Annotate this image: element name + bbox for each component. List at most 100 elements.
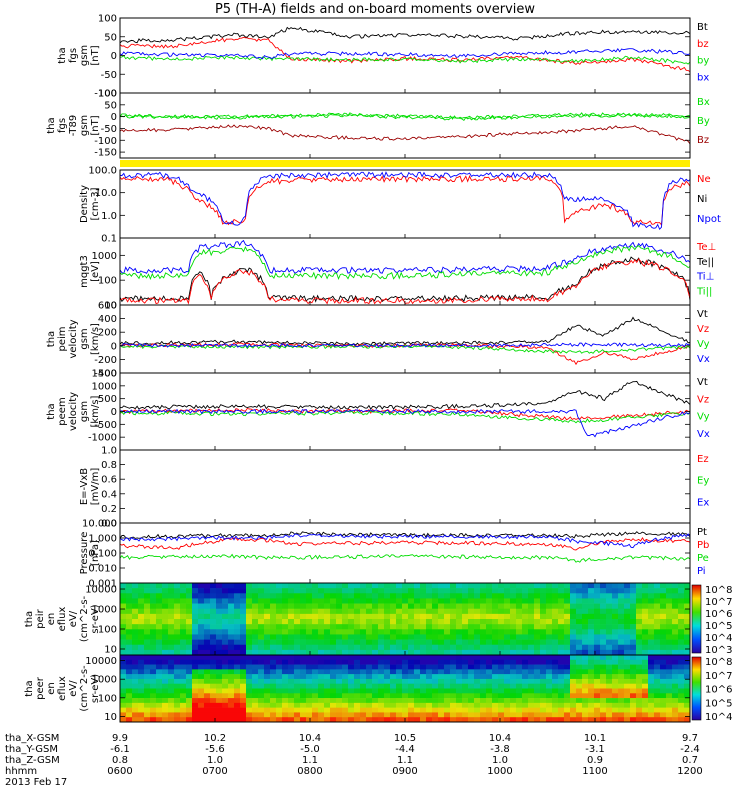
heatmap-cell bbox=[570, 698, 577, 704]
heatmap-cell bbox=[420, 674, 427, 680]
heatmap-cell bbox=[402, 629, 409, 635]
heatmap-cell bbox=[294, 683, 301, 689]
heatmap-cell bbox=[162, 624, 169, 630]
x-tick-label: 1200 bbox=[677, 766, 702, 777]
heatmap-cell bbox=[126, 608, 133, 615]
heatmap-cell bbox=[168, 593, 175, 599]
heatmap-cell bbox=[336, 659, 343, 665]
heatmap-cell bbox=[594, 707, 601, 713]
heatmap-cell bbox=[390, 608, 397, 615]
heatmap-cell bbox=[240, 593, 247, 599]
heatmap-cell bbox=[366, 678, 373, 685]
heatmap-cell bbox=[162, 698, 169, 704]
heatmap-cell bbox=[264, 659, 271, 665]
heatmap-cell bbox=[174, 593, 181, 599]
heatmap-cell bbox=[312, 693, 319, 699]
heatmap-cell bbox=[288, 683, 295, 689]
heatmap-cell bbox=[672, 593, 679, 599]
heatmap-cell bbox=[246, 608, 253, 615]
heatmap-cell bbox=[198, 598, 205, 604]
heatmap-cell bbox=[438, 664, 445, 670]
heatmap-cell bbox=[306, 659, 313, 665]
heatmap-cell bbox=[426, 664, 433, 670]
heatmap-cell bbox=[204, 659, 211, 665]
heatmap-cell bbox=[234, 624, 241, 630]
heatmap-cell bbox=[654, 683, 661, 689]
heatmap-cell bbox=[474, 619, 481, 625]
heatmap-cell bbox=[294, 639, 301, 646]
x-tick-label: -5.0 bbox=[300, 744, 320, 755]
heatmap-cell bbox=[156, 664, 163, 670]
heatmap-cell bbox=[366, 613, 373, 620]
heatmap-cell bbox=[120, 698, 127, 704]
heatmap-cell bbox=[606, 613, 613, 620]
heatmap-cell bbox=[642, 693, 649, 699]
heatmap-cell bbox=[360, 698, 367, 704]
heatmap-cell bbox=[642, 649, 649, 656]
heatmap-cell bbox=[234, 634, 241, 640]
y-axis-label: tha bbox=[24, 680, 35, 696]
heatmap-cell bbox=[576, 629, 583, 635]
heatmap-cell bbox=[522, 644, 529, 651]
heatmap-cell bbox=[642, 698, 649, 704]
heatmap-cell bbox=[654, 583, 661, 589]
heatmap-cell bbox=[636, 598, 643, 604]
heatmap-cell bbox=[618, 707, 625, 713]
heatmap-cell bbox=[576, 649, 583, 656]
heatmap-cell bbox=[654, 588, 661, 594]
heatmap-cell bbox=[276, 644, 283, 651]
heatmap-cell bbox=[636, 707, 643, 713]
heatmap-cell bbox=[306, 644, 313, 651]
heatmap-cell bbox=[174, 669, 181, 675]
heatmap-cell bbox=[354, 619, 361, 625]
heatmap-cell bbox=[426, 588, 433, 594]
heatmap-cell bbox=[210, 593, 217, 599]
heatmap-cell bbox=[198, 593, 205, 599]
heatmap-cell bbox=[438, 669, 445, 675]
heatmap-cell bbox=[300, 639, 307, 646]
heatmap-cell bbox=[570, 624, 577, 630]
heatmap-cell bbox=[180, 634, 187, 640]
heatmap-cell bbox=[150, 678, 157, 685]
heatmap-cell bbox=[252, 683, 259, 689]
heatmap-cell bbox=[672, 702, 679, 708]
heatmap-cell bbox=[372, 619, 379, 625]
legend-entry: By bbox=[697, 116, 710, 127]
heatmap-cell bbox=[630, 683, 637, 689]
heatmap-cell bbox=[420, 707, 427, 713]
heatmap-cell bbox=[228, 659, 235, 665]
heatmap-cell bbox=[180, 688, 187, 694]
legend-entry: Ey bbox=[697, 476, 709, 487]
heatmap-cell bbox=[576, 634, 583, 640]
heatmap-cell bbox=[498, 629, 505, 635]
heatmap-cell bbox=[636, 659, 643, 665]
heatmap-cell bbox=[318, 613, 325, 620]
heatmap-cell bbox=[510, 655, 517, 661]
heatmap-cell bbox=[600, 613, 607, 620]
panel-peer_eflux: tha peer en eflux eV/(cm^2-s-sr-eV)10^810^71… bbox=[24, 654, 732, 723]
heatmap-cell bbox=[408, 629, 415, 635]
heatmap-cell bbox=[198, 624, 205, 630]
heatmap-cell bbox=[336, 688, 343, 694]
heatmap-cell bbox=[636, 593, 643, 599]
heatmap-cell bbox=[174, 583, 181, 589]
heatmap-cell bbox=[486, 649, 493, 656]
heatmap-cell bbox=[468, 644, 475, 651]
heatmap-cell bbox=[456, 702, 463, 708]
heatmap-cell bbox=[408, 674, 415, 680]
heatmap-cell bbox=[540, 698, 547, 704]
heatmap-cell bbox=[168, 613, 175, 620]
heatmap-cell bbox=[432, 619, 439, 625]
heatmap-cell bbox=[582, 702, 589, 708]
heatmap-cell bbox=[348, 629, 355, 635]
heatmap-cell bbox=[282, 598, 289, 604]
heatmap-cell bbox=[498, 644, 505, 651]
heatmap-cell bbox=[180, 644, 187, 651]
heatmap-cell bbox=[540, 649, 547, 656]
heatmap-cell bbox=[450, 624, 457, 630]
heatmap-cell bbox=[210, 588, 217, 594]
series-line bbox=[119, 245, 691, 281]
heatmap-cell bbox=[594, 598, 601, 604]
heatmap-cell bbox=[156, 712, 163, 718]
heatmap-cell bbox=[378, 659, 385, 665]
